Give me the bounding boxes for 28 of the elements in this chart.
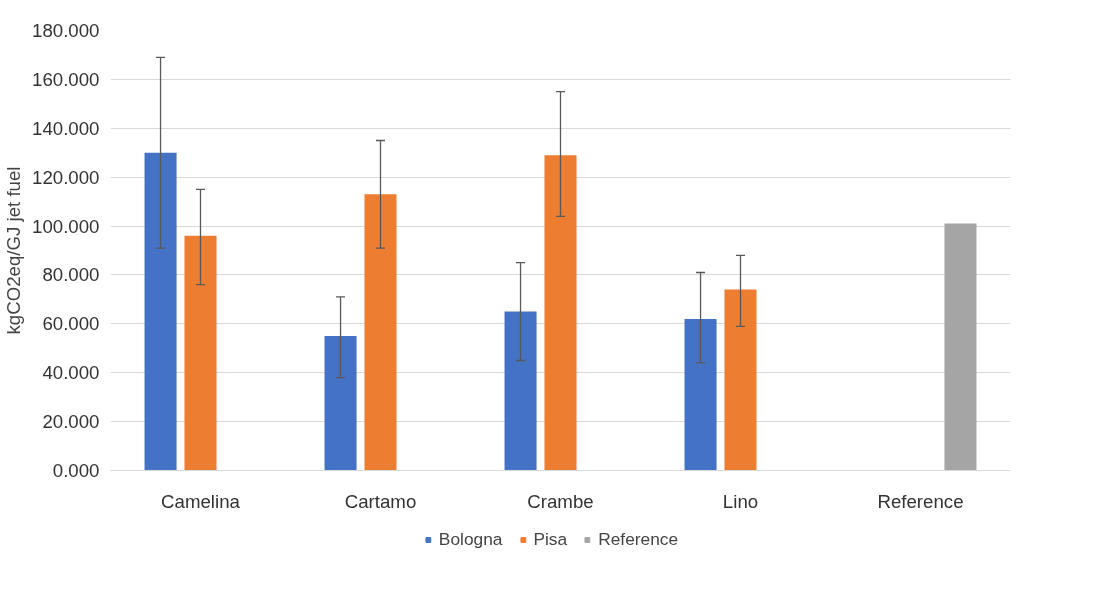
x-tick-label: Cartamo [344,490,417,512]
bar [324,336,357,471]
bar [184,235,217,471]
y-tick-label: 100.000 [32,215,100,237]
x-tick-label: Camelina [161,490,241,512]
y-axis-title: kgCO2eq/GJ jet fuel [3,166,25,335]
x-tick-label: Lino [722,490,759,512]
legend-label: Pisa [533,528,568,550]
y-tick-label: 140.000 [32,117,100,139]
y-tick-label: 60.000 [42,313,100,335]
bar [684,318,717,471]
bar [364,194,397,471]
bar [504,311,537,471]
legend-label: Reference [598,528,679,550]
x-tick-label: Reference [877,490,964,512]
x-tick-label: Crambe [527,490,594,512]
legend-label: Bologna [438,528,503,550]
bar [724,289,757,471]
bar [544,155,577,471]
y-tick-label: 120.000 [32,166,100,188]
y-tick-label: 160.000 [32,68,100,90]
bar [944,223,977,471]
y-tick-label: 20.000 [42,411,100,433]
y-tick-label: 40.000 [42,362,100,384]
y-tick-label: 0.000 [52,460,100,481]
y-tick-label: 80.000 [42,264,100,286]
y-tick-label: 180.000 [32,20,100,41]
bar [144,152,177,471]
